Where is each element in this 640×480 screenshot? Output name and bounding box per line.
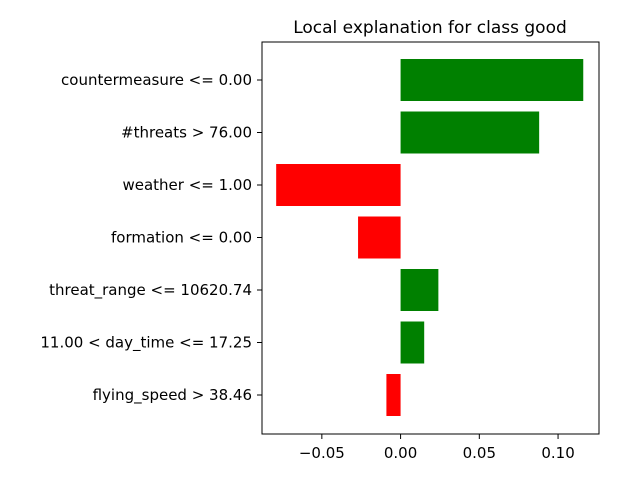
plot-frame bbox=[261, 41, 600, 435]
x-tick-label: 0.00 bbox=[384, 444, 417, 462]
y-tick-label: flying_speed > 38.46 bbox=[93, 386, 252, 405]
y-tick-label: formation <= 0.00 bbox=[111, 229, 252, 247]
x-tick-label: 0.05 bbox=[463, 444, 496, 462]
y-tick-label: threat_range <= 10620.74 bbox=[49, 281, 252, 300]
bar-4 bbox=[400, 269, 439, 311]
x-tick-label: 0.10 bbox=[541, 444, 574, 462]
x-ticks: −0.05 0.00 0.05 0.10 bbox=[299, 434, 575, 462]
chart-title: Local explanation for class good bbox=[293, 18, 567, 38]
bar-5 bbox=[400, 321, 425, 364]
bar-0 bbox=[400, 59, 584, 101]
y-tick-label: #threats > 76.00 bbox=[121, 124, 252, 142]
y-tick-labels: countermeasure <= 0.00 #threats > 76.00 we… bbox=[40, 71, 262, 405]
bar-6 bbox=[386, 374, 401, 416]
bars-group bbox=[276, 59, 584, 416]
x-tick-label: −0.05 bbox=[299, 444, 345, 462]
y-tick-label: 11.00 < day_time <= 17.25 bbox=[40, 334, 252, 353]
y-tick-label: countermeasure <= 0.00 bbox=[61, 71, 252, 89]
bar-2 bbox=[276, 164, 401, 206]
y-tick-label: weather <= 1.00 bbox=[122, 176, 252, 194]
bar-3 bbox=[358, 216, 401, 259]
bar-1 bbox=[400, 111, 540, 154]
